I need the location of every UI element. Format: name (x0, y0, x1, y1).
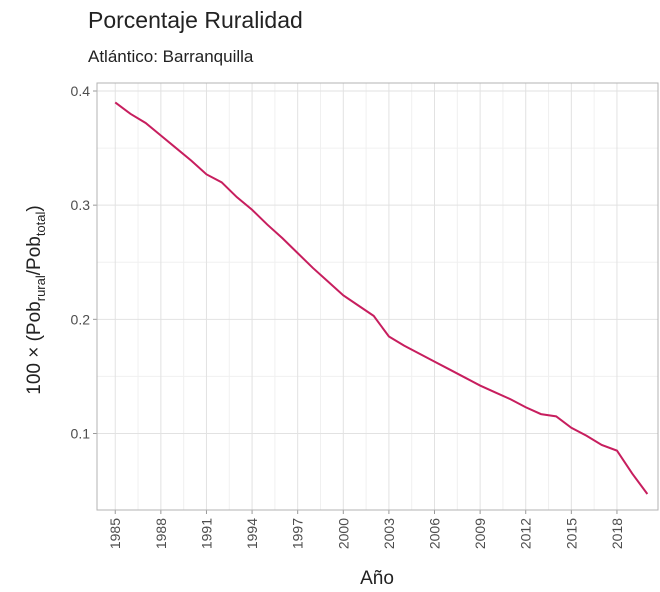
x-tick-label: 1997 (290, 518, 306, 549)
y-label-sub: rural (33, 275, 48, 301)
y-label-part: /Pob (24, 236, 45, 275)
x-tick-label: 2018 (609, 518, 625, 549)
data-line (114, 101, 649, 495)
y-tick-label: 0.3 (71, 197, 91, 213)
x-tick-label: 1988 (153, 518, 169, 549)
x-tick-label: 1985 (107, 518, 123, 549)
x-axis-label: Año (360, 568, 394, 589)
y-tick-label: 0.4 (71, 83, 91, 99)
y-label-part: 100 × (Pob (24, 301, 45, 395)
x-tick-label: 2009 (472, 518, 488, 549)
x-tick-label: 2012 (518, 518, 534, 549)
chart-title: Porcentaje Ruralidad (88, 7, 303, 33)
y-label-part: ) (24, 205, 45, 211)
y-tick-label: 0.2 (71, 311, 91, 327)
y-tick-label: 0.1 (71, 426, 91, 442)
y-axis-label: 100 × (Pobrural/Pobtotal) (24, 205, 48, 395)
x-tick-label: 1994 (244, 518, 260, 549)
x-tick-label: 2015 (563, 518, 579, 549)
x-tick-label: 2006 (427, 518, 443, 549)
y-label-sub: total (33, 211, 48, 236)
x-tick-label: 2003 (381, 518, 397, 549)
x-tick-label: 2000 (335, 518, 351, 549)
x-tick-label: 1991 (198, 518, 214, 549)
panel-border (96, 82, 659, 511)
chart-subtitle: Atlántico: Barranquilla (88, 47, 254, 66)
